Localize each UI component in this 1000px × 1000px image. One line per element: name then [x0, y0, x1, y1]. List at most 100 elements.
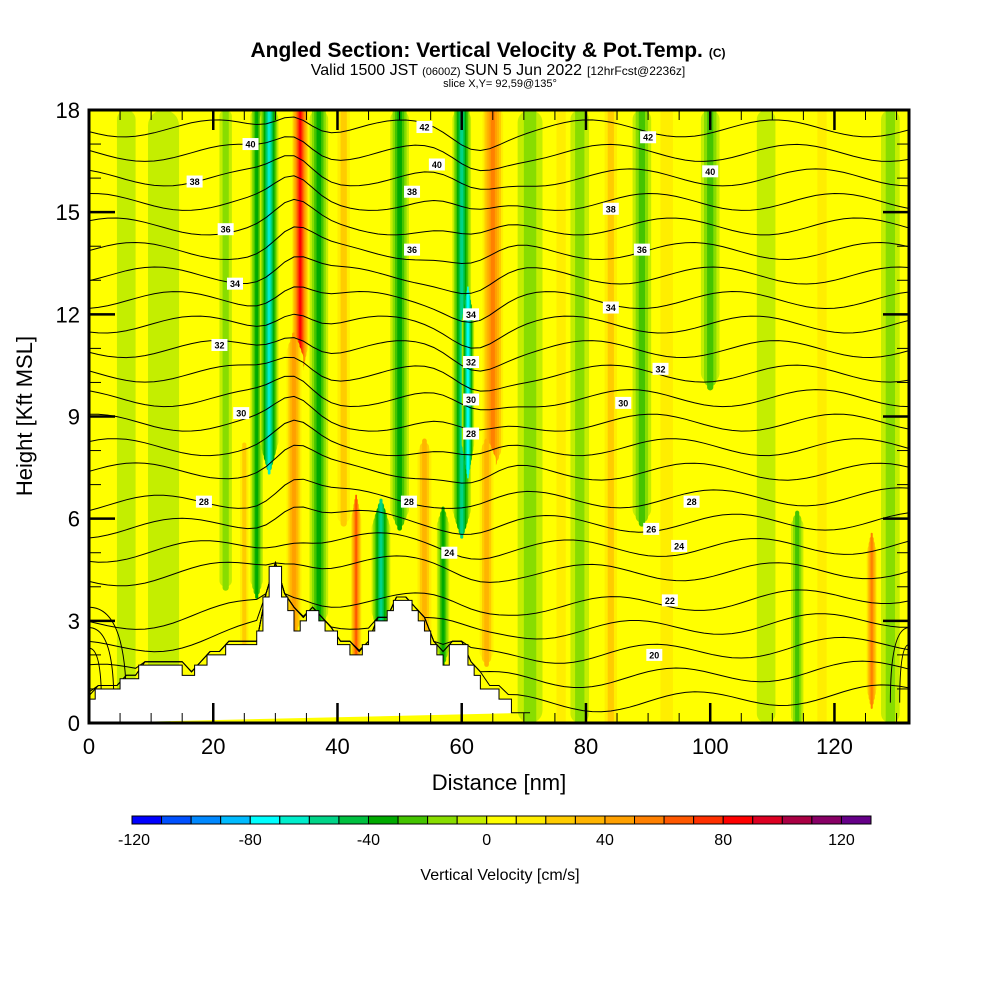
x-axis-label: Distance [nm] — [432, 770, 567, 795]
velocity-band — [795, 510, 800, 723]
theta-contour-line — [89, 226, 909, 265]
theta-contour-line — [89, 561, 909, 653]
theta-contour-line — [89, 395, 909, 432]
x-axis: 0 20 40 60 80 100 120 — [83, 110, 898, 759]
contour-label-box — [683, 495, 700, 508]
contour-label-box — [602, 202, 619, 215]
colorbar-cell — [811, 815, 842, 825]
velocity-band — [397, 110, 402, 531]
velocity-band — [116, 110, 136, 723]
theta-contour-line — [89, 356, 909, 392]
velocity-band — [379, 498, 383, 641]
contour-label-text: 32 — [214, 340, 224, 350]
theta-contour-line — [889, 627, 909, 703]
contour-label: 30 — [233, 407, 250, 420]
velocity-band — [490, 110, 495, 471]
x-tick-label: 60 — [449, 734, 473, 759]
contour-label-text: 36 — [221, 225, 231, 235]
contour-label: 42 — [640, 131, 657, 144]
velocity-band — [316, 110, 322, 633]
colorbar-cell — [722, 815, 754, 825]
y-tick-label: 12 — [56, 302, 80, 327]
colorbar-cell — [220, 815, 251, 825]
velocity-band — [197, 110, 217, 655]
colorbar-cell — [338, 815, 369, 825]
contour-label-text: 34 — [230, 279, 240, 289]
contour-label-box — [640, 131, 657, 144]
velocity-band — [817, 110, 827, 723]
velocity-band — [255, 110, 259, 599]
chart-subtitle: Valid 1500 JST (0600Z) SUN 5 Jun 2022 [12hr… — [311, 62, 686, 79]
contour-label-text: 24 — [674, 541, 684, 551]
theta-contour-line — [89, 136, 909, 172]
contour-label-text: 42 — [419, 123, 429, 133]
x-tick-label: 0 — [83, 734, 95, 759]
y-tick-label: 0 — [68, 711, 80, 736]
y-tick-label: 6 — [68, 507, 80, 532]
contour-label: 40 — [702, 165, 719, 178]
contour-label-box — [404, 185, 421, 198]
terrain — [89, 565, 531, 723]
theta-contour-line — [89, 532, 909, 563]
contour-label: 24 — [441, 546, 458, 559]
theta-contour-line — [89, 506, 909, 539]
theta-contour-line — [89, 175, 909, 211]
colorbar-cell — [367, 815, 399, 825]
theta-contour-line — [89, 155, 909, 190]
contour-label: 28 — [195, 495, 212, 508]
contour-label: 36 — [217, 223, 234, 236]
contour-label: 30 — [463, 393, 480, 406]
contour-label-text: 28 — [687, 497, 697, 507]
colorbar-tick-label: -40 — [357, 832, 380, 849]
colorbar-cell — [545, 815, 576, 825]
colorbar-cell — [781, 815, 813, 825]
theta-contour-line — [89, 286, 909, 323]
contour-label-text: 36 — [637, 245, 647, 255]
theta-contour-line — [89, 444, 909, 484]
contour-label-box — [400, 495, 417, 508]
contour-label-text: 34 — [606, 303, 616, 313]
colorbar-cell — [634, 815, 665, 825]
colorbar-cell — [279, 815, 310, 825]
velocity-band — [484, 438, 489, 667]
contour-label-box — [702, 165, 719, 178]
contour-label: 38 — [404, 185, 421, 198]
contour-label: 42 — [416, 121, 433, 134]
y-tick-label: 18 — [56, 98, 80, 123]
velocity-band — [355, 494, 358, 679]
x-tick-label: 40 — [325, 734, 349, 759]
contour-label-box — [242, 138, 259, 151]
contour-label-box — [463, 308, 480, 321]
velocity-band — [292, 332, 296, 637]
colorbar-cell — [249, 815, 281, 825]
theta-contour-line — [89, 375, 909, 411]
contour-label: 32 — [211, 338, 228, 351]
contour-label: 38 — [602, 202, 619, 215]
contour-label-text: 38 — [190, 177, 200, 187]
theta-contour-line — [89, 313, 909, 349]
contour-label-text: 20 — [649, 650, 659, 660]
y-tick-label: 15 — [56, 200, 80, 225]
contour-label-text: 38 — [407, 187, 417, 197]
contour-label-box — [233, 407, 250, 420]
contour-label-box — [602, 301, 619, 314]
theta-contour-line — [899, 644, 909, 703]
contour-label-box — [652, 362, 669, 375]
theta-contour-line — [89, 478, 909, 512]
theta-contour-line — [89, 555, 909, 587]
colorbar-cell — [604, 815, 636, 825]
contour-label-box — [463, 356, 480, 369]
velocity-band — [870, 532, 873, 709]
contour-label-text: 32 — [466, 358, 476, 368]
velocity-band — [607, 110, 614, 723]
contour-label: 24 — [671, 539, 688, 552]
velocity-band — [242, 442, 247, 663]
colorbar-cell — [693, 815, 724, 825]
contour-label: 28 — [683, 495, 700, 508]
contour-label-text: 32 — [656, 364, 666, 374]
contour-label: 22 — [661, 594, 678, 607]
contour-label-box — [615, 396, 632, 409]
contour-label-box — [211, 338, 228, 351]
contour-label: 40 — [428, 158, 445, 171]
